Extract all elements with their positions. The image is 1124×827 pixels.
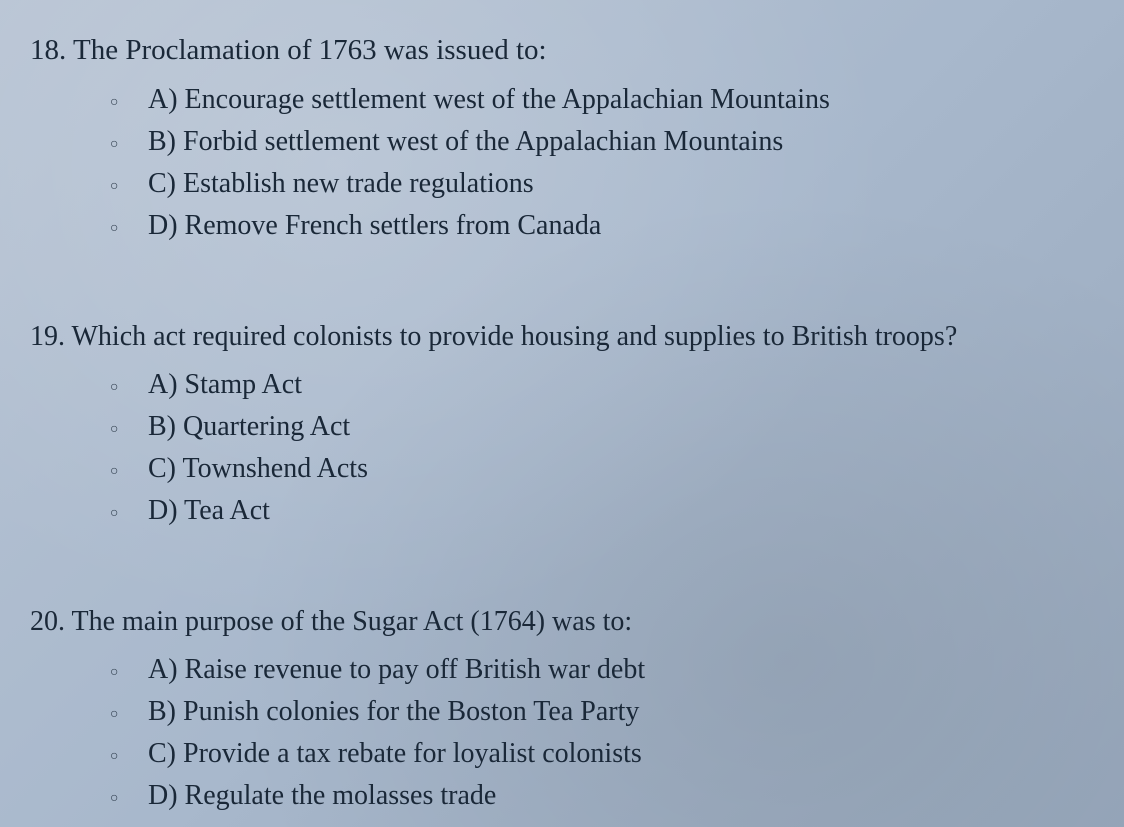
- bullet-icon: ○: [110, 503, 124, 524]
- bullet-icon: ○: [110, 788, 124, 809]
- bullet-icon: ○: [110, 377, 124, 398]
- option-text: A) Raise revenue to pay off British war …: [148, 649, 645, 691]
- option-b[interactable]: ○ B) Forbid settlement west of the Appal…: [110, 121, 1094, 163]
- options-list: ○ A) Encourage settlement west of the Ap…: [110, 79, 1094, 247]
- option-text: A) Stamp Act: [148, 364, 302, 406]
- bullet-icon: ○: [110, 419, 124, 440]
- question-number: 19.: [30, 321, 65, 352]
- option-text: D) Regulate the molasses trade: [148, 775, 496, 817]
- question-18: 18. The Proclamation of 1763 was issued …: [30, 30, 1094, 247]
- options-list: ○ A) Stamp Act ○ B) Quartering Act ○ C) …: [110, 364, 1094, 532]
- option-text: C) Provide a tax rebate for loyalist col…: [148, 733, 642, 775]
- bullet-icon: ○: [110, 134, 124, 155]
- bullet-icon: ○: [110, 746, 124, 767]
- option-a[interactable]: ○ A) Encourage settlement west of the Ap…: [110, 79, 1094, 121]
- option-text: A) Encourage settlement west of the Appa…: [148, 79, 830, 121]
- option-text: B) Quartering Act: [148, 406, 350, 448]
- option-d[interactable]: ○ D) Tea Act: [110, 490, 1094, 532]
- option-b[interactable]: ○ B) Quartering Act: [110, 406, 1094, 448]
- question-text: 19. Which act required colonists to prov…: [30, 317, 1094, 356]
- option-text: D) Tea Act: [148, 490, 270, 532]
- bullet-icon: ○: [110, 92, 124, 113]
- bullet-icon: ○: [110, 461, 124, 482]
- option-a[interactable]: ○ A) Stamp Act: [110, 364, 1094, 406]
- option-c[interactable]: ○ C) Provide a tax rebate for loyalist c…: [110, 733, 1094, 775]
- option-text: D) Remove French settlers from Canada: [148, 205, 601, 247]
- question-19: 19. Which act required colonists to prov…: [30, 317, 1094, 532]
- option-a[interactable]: ○ A) Raise revenue to pay off British wa…: [110, 649, 1094, 691]
- option-text: C) Townshend Acts: [148, 448, 368, 490]
- option-d[interactable]: ○ D) Regulate the molasses trade: [110, 775, 1094, 817]
- question-stem: The main purpose of the Sugar Act (1764)…: [72, 606, 633, 637]
- option-c[interactable]: ○ C) Townshend Acts: [110, 448, 1094, 490]
- question-20: 20. The main purpose of the Sugar Act (1…: [30, 602, 1094, 817]
- bullet-icon: ○: [110, 662, 124, 683]
- bullet-icon: ○: [110, 176, 124, 197]
- question-number: 20.: [30, 606, 65, 637]
- option-text: C) Establish new trade regulations: [148, 163, 534, 205]
- bullet-icon: ○: [110, 218, 124, 239]
- option-c[interactable]: ○ C) Establish new trade regulations: [110, 163, 1094, 205]
- question-number: 18.: [30, 34, 66, 66]
- question-text: 18. The Proclamation of 1763 was issued …: [30, 30, 1094, 71]
- option-text: B) Forbid settlement west of the Appalac…: [148, 121, 783, 163]
- option-text: B) Punish colonies for the Boston Tea Pa…: [148, 691, 639, 733]
- option-d[interactable]: ○ D) Remove French settlers from Canada: [110, 205, 1094, 247]
- question-stem: Which act required colonists to provide …: [72, 321, 958, 352]
- question-stem: The Proclamation of 1763 was issued to:: [73, 34, 547, 66]
- question-text: 20. The main purpose of the Sugar Act (1…: [30, 602, 1094, 641]
- option-b[interactable]: ○ B) Punish colonies for the Boston Tea …: [110, 691, 1094, 733]
- bullet-icon: ○: [110, 704, 124, 725]
- options-list: ○ A) Raise revenue to pay off British wa…: [110, 649, 1094, 817]
